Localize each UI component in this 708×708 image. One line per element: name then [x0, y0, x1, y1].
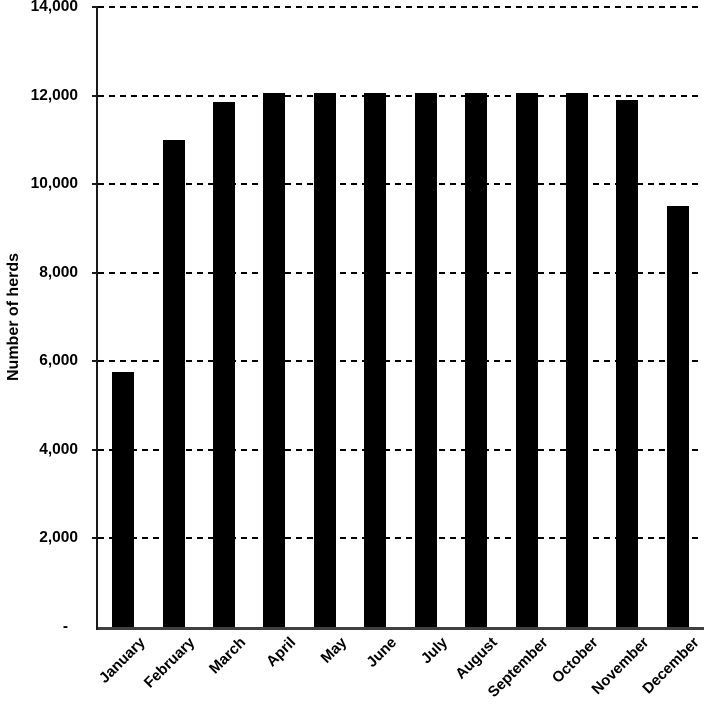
x-tick-label-may: May	[317, 634, 350, 667]
gridline-8000	[98, 271, 703, 274]
y-tick-label-8000: 8,000	[39, 263, 78, 281]
gridline-2000	[98, 537, 703, 540]
y-tick-label-4000: 4,000	[39, 440, 78, 458]
x-tick-label-april: April	[263, 634, 300, 671]
y-tick-mark-8000	[92, 271, 98, 274]
gridline-12000	[98, 94, 703, 97]
y-axis-line	[96, 7, 98, 630]
bar-january	[112, 372, 135, 627]
x-tick-label-june: June	[363, 634, 401, 671]
x-tick-label-july: July	[417, 634, 451, 668]
y-tick-label-14000: 14,000	[30, 0, 78, 15]
bar-may	[313, 93, 336, 627]
bar-september	[515, 93, 538, 627]
y-tick-label-12000: 12,000	[30, 86, 78, 104]
x-tick-label-february: February	[141, 634, 199, 692]
gridline-6000	[98, 360, 703, 363]
gridline-4000	[98, 448, 703, 451]
x-axis-line	[96, 627, 704, 630]
y-tick-label-6000: 6,000	[39, 352, 78, 370]
y-tick-mark-14000	[92, 6, 98, 8]
y-tick-mark-6000	[92, 360, 98, 363]
bar-october	[565, 93, 588, 627]
y-tick-mark-10000	[92, 183, 98, 186]
bar-december	[666, 206, 689, 627]
bar-august	[465, 93, 488, 627]
bar-june	[364, 93, 387, 627]
x-tick-label-august: August	[452, 634, 502, 683]
y-tick-label-0: -	[62, 618, 68, 635]
y-tick-label-10000: 10,000	[30, 175, 78, 193]
gridline-14000	[98, 6, 703, 8]
y-tick-mark-2000	[92, 537, 98, 540]
bar-february	[162, 139, 185, 627]
gridline-10000	[98, 183, 703, 186]
bar-july	[414, 93, 437, 627]
y-tick-mark-12000	[92, 94, 98, 97]
bar-april	[263, 93, 286, 627]
y-tick-mark-4000	[92, 448, 98, 451]
y-tick-label-2000: 2,000	[39, 529, 78, 547]
x-tick-label-march: March	[205, 634, 250, 678]
bar-march	[213, 102, 236, 627]
bar-november	[616, 100, 639, 627]
